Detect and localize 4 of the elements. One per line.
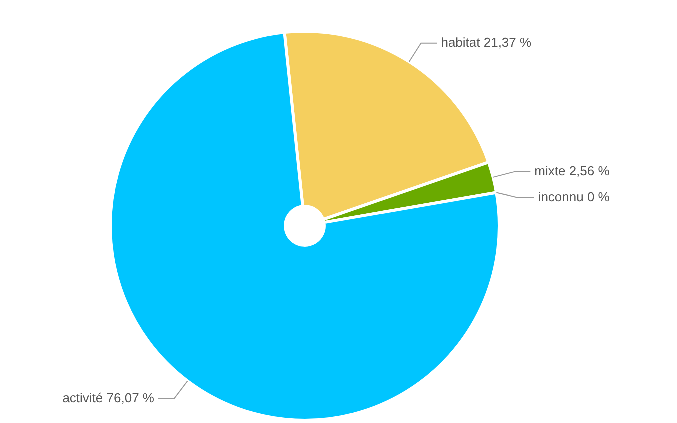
slice-label: mixte 2,56 %	[534, 164, 610, 179]
slice-label: activité 76,07 %	[62, 390, 155, 406]
legend-label: inconnu 0 %	[538, 190, 610, 205]
slice-label: habitat 21,37 %	[441, 34, 532, 50]
